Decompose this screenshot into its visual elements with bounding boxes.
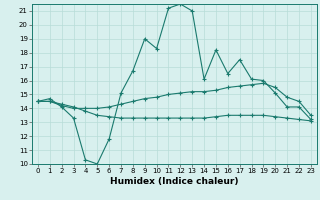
X-axis label: Humidex (Indice chaleur): Humidex (Indice chaleur) bbox=[110, 177, 239, 186]
